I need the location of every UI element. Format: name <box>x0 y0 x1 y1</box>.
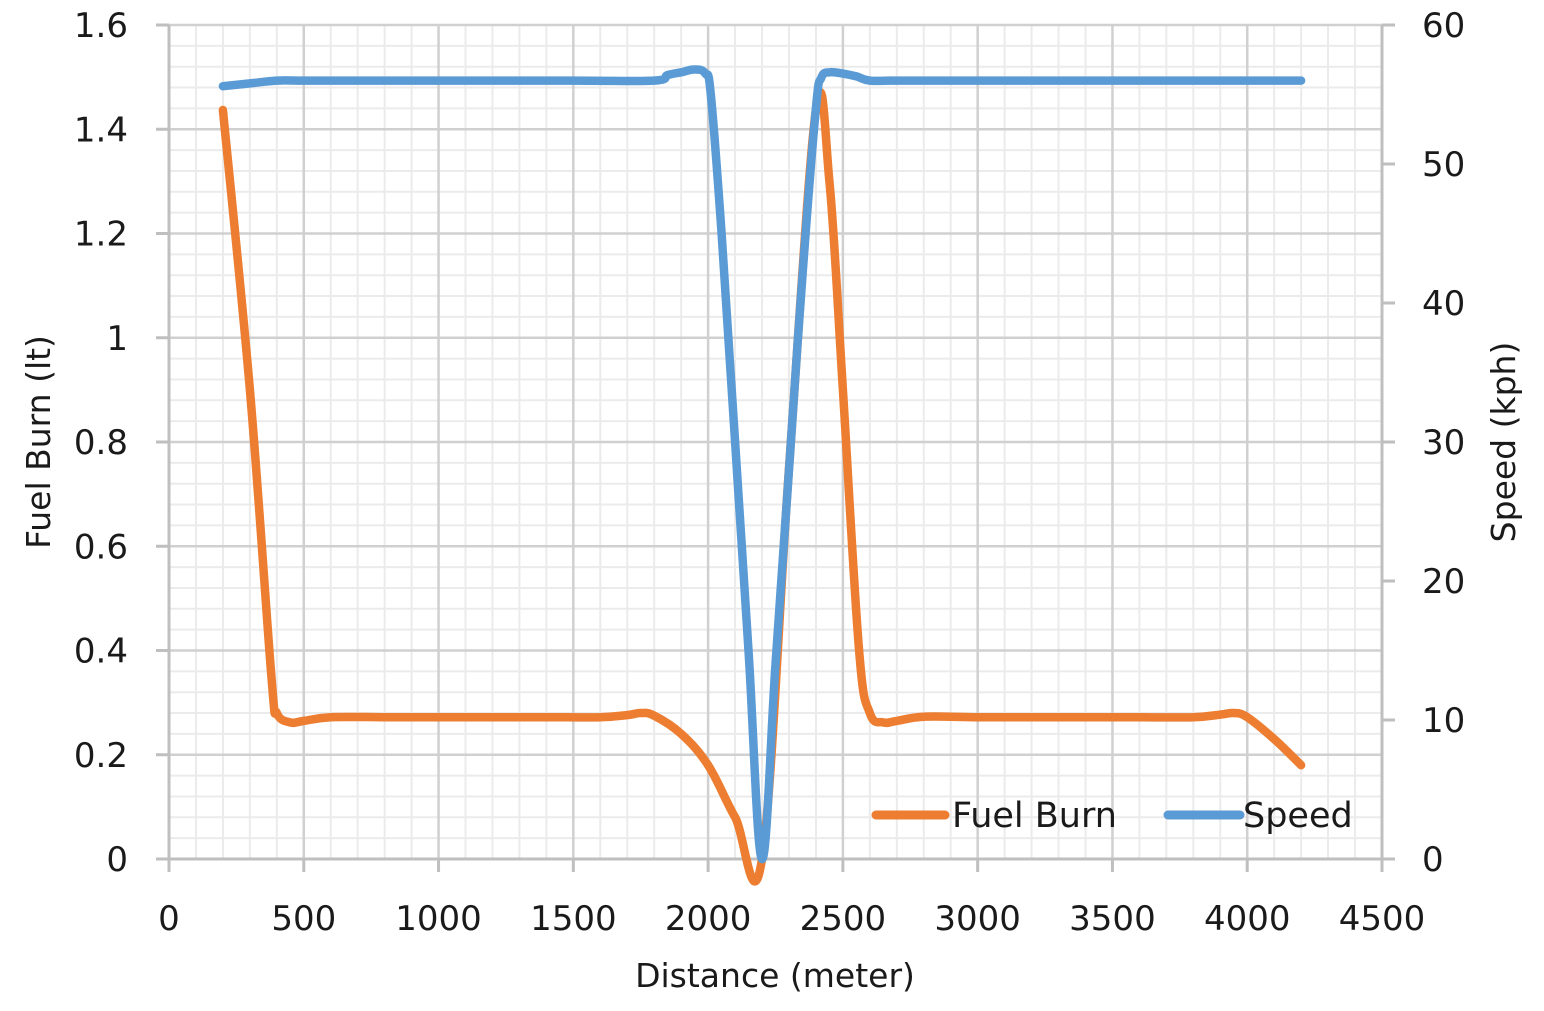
y-right-tick-label: 40 <box>1422 284 1465 324</box>
data-series <box>218 65 1306 886</box>
x-tick-label: 4000 <box>1204 899 1291 939</box>
y-right-tick-label: 0 <box>1422 840 1444 880</box>
x-tick-label: 0 <box>158 899 180 939</box>
legend-label-fuel-burn: Fuel Burn <box>952 796 1117 836</box>
x-tick-label: 3000 <box>934 899 1021 939</box>
y-left-tick-label: 0.2 <box>74 736 128 776</box>
x-tick-label: 4500 <box>1339 899 1426 939</box>
y-left-tick-label: 1.6 <box>74 6 128 46</box>
y-left-axis-tick-labels: 0 0.2 0.4 0.6 0.8 1 1.2 1.4 1.6 <box>74 6 128 880</box>
legend-label-speed: Speed <box>1243 796 1353 836</box>
y-left-tick-label: 0 <box>106 840 128 880</box>
x-tick-label: 2500 <box>800 899 887 939</box>
axes <box>156 23 1395 872</box>
x-axis-title: Distance (meter) <box>635 956 915 995</box>
y-left-tick-label: 0.8 <box>74 423 128 463</box>
x-axis-tick-labels: 0 500 1000 1500 2000 2500 3000 3500 4000 4500 <box>158 899 1425 939</box>
x-tick-label: 3500 <box>1069 899 1156 939</box>
x-tick-label: 1000 <box>395 899 482 939</box>
y-left-axis-title: Fuel Burn (lt) <box>19 335 58 549</box>
y-left-tick-label: 1 <box>106 319 128 359</box>
x-tick-label: 2000 <box>665 899 752 939</box>
y-left-tick-label: 1.2 <box>74 215 128 255</box>
x-tick-label: 1500 <box>530 899 617 939</box>
y-right-axis-title: Speed (kph) <box>1484 342 1523 543</box>
legend: Fuel Burn Speed <box>871 796 1353 836</box>
y-left-tick-label: 0.6 <box>74 527 128 567</box>
y-right-tick-label: 30 <box>1422 423 1465 463</box>
legend-item-speed[interactable]: Speed <box>1163 796 1353 836</box>
x-tick-label: 500 <box>271 899 336 939</box>
series-line-speed <box>218 65 1306 864</box>
y-right-tick-label: 20 <box>1422 562 1465 602</box>
legend-item-fuel-burn[interactable]: Fuel Burn <box>871 796 1117 836</box>
y-right-tick-label: 10 <box>1422 701 1465 741</box>
y-left-tick-label: 0.4 <box>74 632 128 672</box>
y-right-axis-tick-labels: 0 10 20 30 40 50 60 <box>1422 6 1465 880</box>
y-left-tick-label: 1.4 <box>74 110 128 150</box>
y-right-tick-label: 60 <box>1422 6 1465 46</box>
y-right-tick-label: 50 <box>1422 145 1465 185</box>
